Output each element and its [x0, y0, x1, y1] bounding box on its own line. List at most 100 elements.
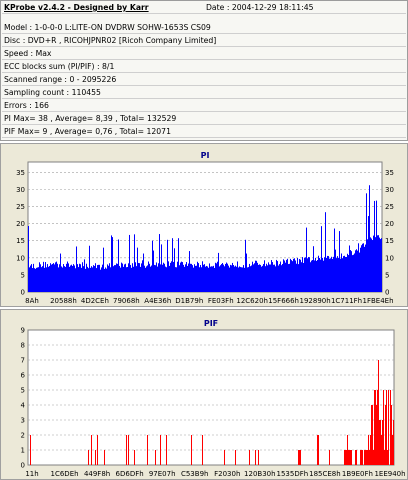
data-bar — [241, 267, 242, 292]
data-bar — [344, 255, 345, 292]
x-tick-label: 449F8h — [84, 470, 110, 478]
y-tick-label-right: 25 — [385, 203, 394, 211]
data-bar — [386, 390, 387, 465]
data-bar — [177, 261, 178, 292]
data-bar — [173, 261, 174, 292]
data-bar — [71, 264, 72, 292]
data-bar — [379, 420, 380, 465]
data-bar — [104, 450, 105, 465]
data-bar — [275, 266, 276, 292]
data-bar — [388, 390, 389, 465]
data-bar — [270, 264, 271, 292]
data-bar — [50, 263, 51, 292]
data-bar — [253, 264, 254, 292]
data-bar — [292, 261, 293, 292]
data-bar — [135, 262, 136, 292]
data-bar — [203, 264, 204, 292]
data-bar — [383, 390, 384, 465]
data-bar — [108, 265, 109, 292]
data-bar — [197, 261, 198, 292]
data-bar — [268, 262, 269, 292]
data-bar — [52, 263, 53, 292]
data-bar — [67, 261, 68, 292]
data-bar — [158, 263, 159, 292]
x-tick-label: 11h — [25, 470, 38, 478]
data-bar — [360, 450, 361, 465]
data-bar — [304, 257, 305, 292]
data-bar — [318, 435, 319, 465]
data-bar — [312, 259, 313, 292]
data-bar — [120, 267, 121, 292]
data-bar — [295, 260, 296, 292]
data-bar — [39, 262, 40, 292]
data-bar — [377, 235, 378, 292]
data-bar — [190, 263, 191, 292]
data-bar — [175, 267, 176, 292]
y-tick-label-right: 10 — [385, 254, 394, 262]
data-bar — [165, 266, 166, 292]
data-bar — [378, 235, 379, 292]
data-bar — [48, 266, 49, 292]
y-tick-label: 5 — [21, 271, 25, 279]
data-bar — [325, 212, 326, 292]
data-bar — [278, 265, 279, 292]
data-bar — [353, 254, 354, 292]
data-bar — [271, 260, 272, 292]
data-bar — [97, 435, 98, 465]
data-bar — [155, 265, 156, 292]
data-bar — [191, 263, 192, 292]
data-bar — [315, 257, 316, 292]
data-bar — [224, 450, 225, 465]
data-bar — [211, 266, 212, 292]
data-bar — [371, 238, 372, 292]
data-bar — [227, 263, 228, 292]
data-bar — [261, 266, 262, 292]
data-bar — [146, 266, 147, 292]
data-bar — [88, 450, 89, 465]
chart-title: PIF — [204, 319, 218, 328]
data-bar — [276, 259, 277, 292]
x-tick-label: 15F666h — [268, 297, 299, 305]
data-bar — [293, 258, 294, 292]
data-bar — [118, 239, 119, 292]
data-bar — [222, 263, 223, 292]
data-bar — [363, 243, 364, 292]
data-bar — [192, 265, 193, 292]
y-tick-label: 20 — [16, 220, 25, 228]
data-bar — [364, 450, 365, 465]
data-bar — [354, 253, 355, 292]
x-tick-label: 12C620h — [236, 297, 268, 305]
y-tick-label-right: 30 — [385, 186, 394, 194]
data-bar — [156, 262, 157, 292]
data-bar — [348, 450, 349, 465]
data-bar — [144, 265, 145, 292]
data-bar — [279, 264, 280, 292]
data-bar — [329, 258, 330, 292]
data-bar — [123, 266, 124, 292]
data-bar — [370, 435, 371, 465]
data-bar — [362, 243, 363, 292]
data-bar — [36, 267, 37, 292]
data-bar — [307, 258, 308, 292]
data-bar — [189, 251, 190, 292]
data-bar — [180, 262, 181, 292]
data-bar — [321, 226, 322, 292]
y-tick-label: 0 — [21, 289, 25, 297]
data-bar — [113, 266, 114, 292]
y-tick-label: 6 — [21, 372, 26, 380]
data-bar — [87, 266, 88, 292]
data-bar — [55, 262, 56, 292]
data-bar — [380, 420, 381, 465]
data-bar — [152, 240, 153, 292]
data-bar — [91, 435, 92, 465]
data-bar — [256, 260, 257, 292]
data-bar — [364, 246, 365, 292]
data-bar — [147, 265, 148, 292]
y-tick-label: 1 — [21, 447, 25, 455]
data-bar — [220, 265, 221, 292]
data-bar — [319, 258, 320, 292]
data-bar — [246, 253, 247, 292]
data-bar — [299, 450, 300, 465]
data-bar — [324, 257, 325, 292]
data-bar — [159, 234, 160, 292]
